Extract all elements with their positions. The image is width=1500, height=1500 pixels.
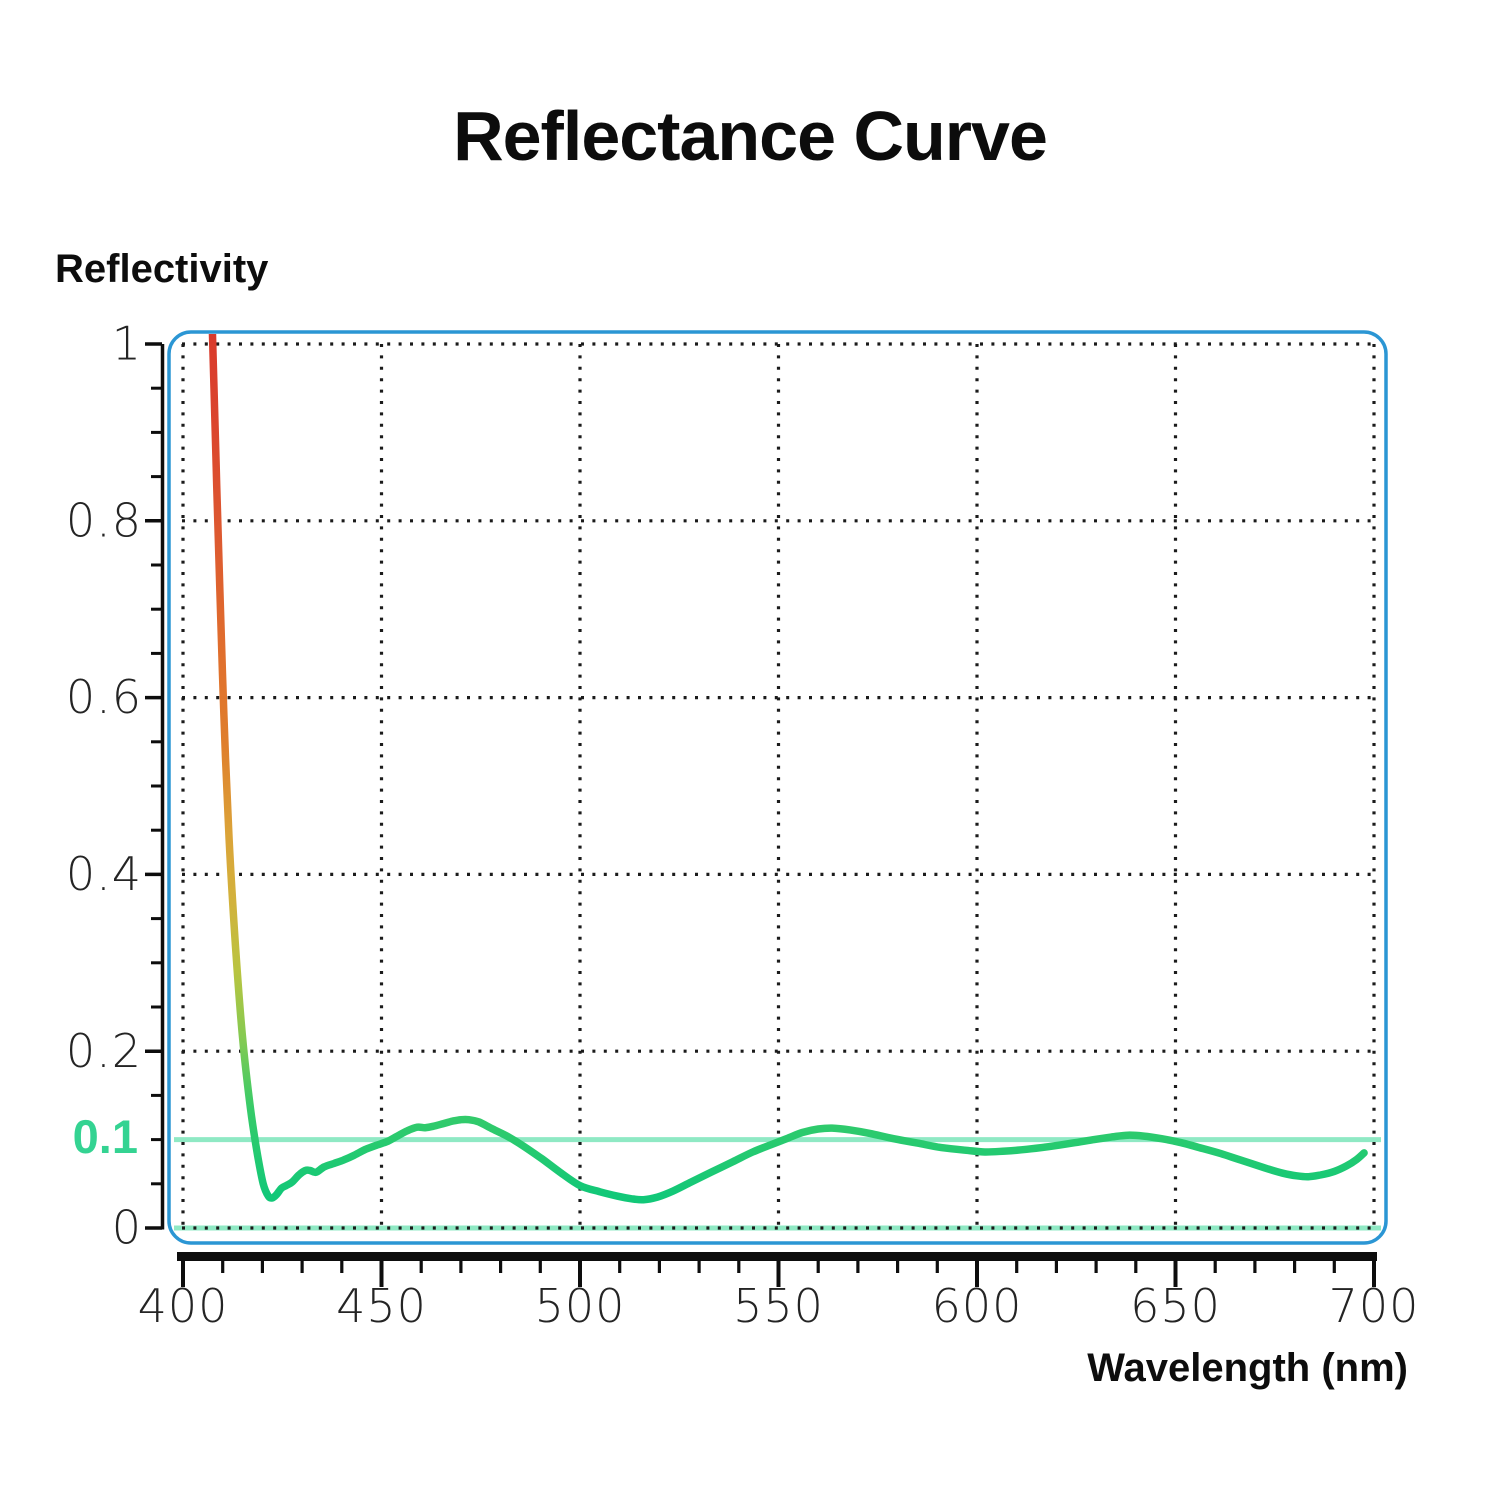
reflectance-curve-path bbox=[208, 334, 1368, 1204]
x-axis-title: Wavelength (nm) bbox=[1087, 1346, 1408, 1390]
x-tick-label: 500 bbox=[535, 1279, 626, 1333]
x-tick-label: 450 bbox=[336, 1279, 427, 1333]
y-tick-label: 0.8 bbox=[66, 493, 142, 547]
x-tick-label: 400 bbox=[138, 1279, 229, 1333]
x-tick-label: 600 bbox=[932, 1279, 1023, 1333]
y-tick-label: 0.6 bbox=[66, 670, 142, 724]
gridlines bbox=[181, 342, 1376, 1231]
tick-labels: 0 0.2 0.4 0.6 0.8 1 400 450 500 550 600 650 700 bbox=[66, 317, 1420, 1333]
y-highlight-label: 0.1 bbox=[72, 1110, 138, 1163]
y-axis-title: Reflectivity bbox=[55, 247, 269, 291]
y-tick-label: 1 bbox=[112, 317, 142, 371]
plot-border bbox=[167, 330, 1388, 1245]
x-tick-label: 550 bbox=[733, 1279, 824, 1333]
reflectance-curve bbox=[208, 334, 1368, 1204]
chart-title: Reflectance Curve bbox=[453, 97, 1048, 175]
y-tick-label: 0.4 bbox=[66, 847, 142, 901]
x-tick-label: 700 bbox=[1329, 1279, 1420, 1333]
axes bbox=[145, 342, 1377, 1287]
y-tick-label: 0 bbox=[112, 1201, 142, 1255]
plot-border-rect bbox=[167, 330, 1388, 1245]
y-tick-label: 0.2 bbox=[66, 1024, 142, 1078]
x-tick-label: 650 bbox=[1130, 1279, 1221, 1333]
